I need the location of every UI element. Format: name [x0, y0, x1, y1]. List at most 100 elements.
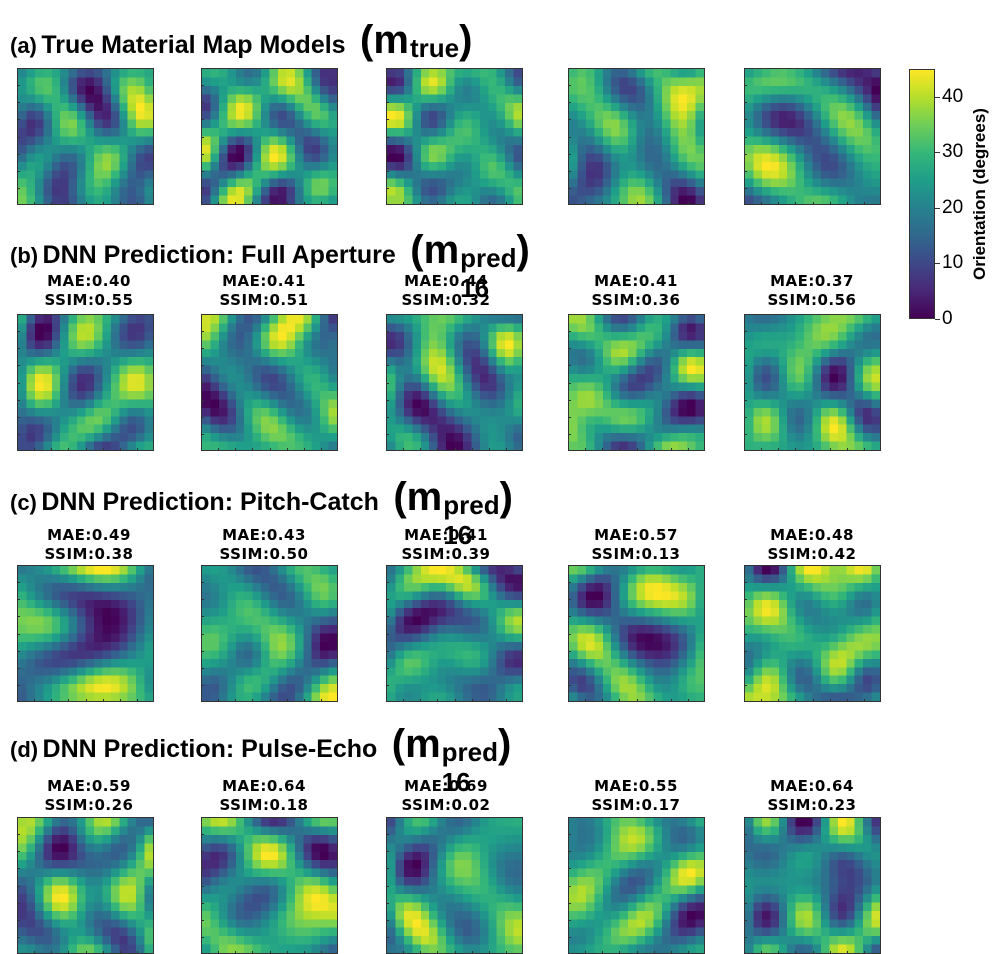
heatmap-cell [93, 195, 103, 204]
heatmap-cell [269, 390, 279, 400]
heatmap-cell [577, 818, 587, 827]
heatmap-cell [471, 860, 480, 869]
heatmap-cell [34, 877, 44, 886]
heatmap-cell [420, 818, 430, 827]
heatmap-cell [471, 641, 480, 651]
heatmap-cell [505, 658, 514, 668]
heatmap-cell [286, 94, 295, 103]
heatmap-cell [753, 331, 763, 341]
heatmap-cell [670, 136, 679, 146]
heatmap-cell [628, 843, 637, 852]
heatmap-cell [412, 399, 421, 408]
heatmap-cell [227, 365, 236, 375]
heatmap-cell [778, 374, 788, 383]
heatmap-cell [854, 170, 864, 179]
heatmap-cell [85, 119, 95, 129]
heatmap-cell [18, 868, 27, 878]
heatmap-cell [93, 77, 103, 87]
material-map-heatmap [569, 69, 704, 204]
heatmap-cell [328, 675, 337, 685]
heatmap-cell [636, 566, 646, 575]
heatmap-cell [412, 144, 421, 154]
heatmap-cell [403, 315, 413, 324]
heatmap-cell [854, 323, 864, 333]
heatmap-cell [269, 667, 279, 676]
heatmap-cell [85, 195, 95, 204]
heatmap-cell [619, 658, 629, 668]
axis-tick [17, 868, 20, 869]
heatmap-cell [437, 574, 447, 584]
heatmap-cell [210, 877, 220, 886]
heatmap-cell [505, 433, 514, 442]
axis-tick [568, 685, 571, 686]
heatmap-cell [471, 599, 480, 609]
heatmap-cell [513, 382, 522, 392]
heatmap-cell [311, 94, 321, 103]
heatmap-cell [144, 85, 153, 95]
heatmap-cell [18, 877, 27, 886]
heatmap-cell [277, 633, 287, 643]
heatmap-cell [846, 399, 855, 408]
heatmap-cell [210, 407, 220, 417]
heatmap-cell [202, 591, 211, 600]
heatmap-cell [462, 650, 472, 659]
heatmap-cell [753, 667, 763, 676]
heatmap-cell [85, 599, 95, 609]
heatmap-cell [136, 658, 145, 668]
row-tag: (b) [10, 243, 39, 268]
heatmap-cell [412, 85, 421, 95]
heatmap-cell [471, 851, 480, 861]
heatmap-cell [43, 868, 52, 878]
heatmap-cell [43, 128, 52, 137]
heatmap-cell [462, 599, 472, 609]
heatmap-cell [611, 675, 620, 685]
heatmap-cell [311, 69, 321, 78]
heatmap-cell [261, 650, 270, 659]
heatmap-cell [85, 843, 95, 852]
heatmap-cell [420, 77, 430, 87]
heatmap-cell [244, 582, 253, 592]
heatmap-cell [144, 441, 153, 450]
heatmap-cell [102, 616, 111, 626]
heatmap-cell [644, 170, 654, 179]
heatmap-cell [778, 69, 788, 78]
heatmap-cell [119, 424, 128, 434]
heatmap-cell [277, 178, 287, 188]
heatmap-cell [34, 153, 44, 162]
heatmap-cell [387, 407, 396, 417]
heatmap-cell [303, 365, 312, 375]
heatmap-cell [26, 433, 36, 442]
axis-tick [17, 434, 20, 435]
axis-tick [34, 202, 35, 205]
heatmap-cell [303, 675, 312, 685]
heatmap-cell [144, 357, 153, 366]
heatmap-cell [745, 128, 754, 137]
heatmap-cell [619, 399, 629, 408]
heatmap-cell [619, 111, 629, 120]
heatmap-cell [863, 119, 872, 129]
heatmap-cell [311, 868, 321, 878]
heatmap-cell [286, 582, 295, 592]
heatmap-cell [787, 340, 796, 349]
heatmap-cell [644, 834, 654, 844]
heatmap-cell [602, 374, 612, 383]
heatmap-cell [269, 625, 279, 634]
heatmap-cell [479, 633, 489, 643]
heatmap-cell [496, 136, 506, 146]
axis-tick [201, 102, 204, 103]
heatmap-cell [227, 382, 236, 392]
heatmap-cell [496, 902, 506, 911]
heatmap-cell [77, 684, 86, 693]
heatmap-cell [119, 658, 128, 668]
heatmap-cell [26, 399, 36, 408]
material-map-panel [17, 565, 154, 702]
heatmap-cell [479, 315, 489, 324]
heatmap-cell [77, 144, 86, 154]
heatmap-cell [311, 902, 321, 911]
heatmap-cell [513, 390, 522, 400]
heatmap-cell [119, 818, 128, 827]
heatmap-cell [846, 153, 855, 162]
heatmap-cell [837, 119, 847, 129]
heatmap-cell [395, 348, 405, 358]
heatmap-cell [496, 885, 506, 895]
